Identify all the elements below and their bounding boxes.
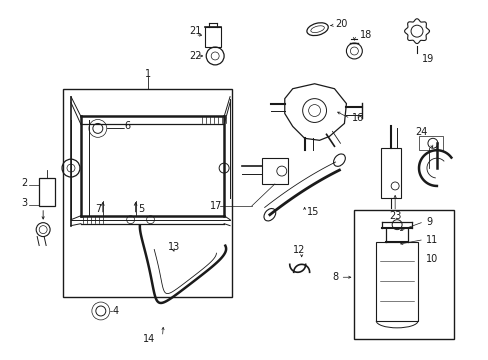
Text: 16: 16 bbox=[352, 113, 364, 123]
Bar bbox=[205, 27, 221, 47]
Bar bbox=[262, 158, 287, 184]
Text: 5: 5 bbox=[138, 204, 144, 214]
Text: 9: 9 bbox=[425, 217, 431, 227]
Text: 20: 20 bbox=[335, 19, 347, 29]
Text: 21: 21 bbox=[189, 26, 201, 36]
Bar bbox=[63, 89, 232, 297]
Text: 24: 24 bbox=[414, 127, 427, 138]
Text: 12: 12 bbox=[292, 246, 305, 256]
Text: 15: 15 bbox=[306, 207, 318, 217]
Text: 8: 8 bbox=[332, 272, 338, 282]
Text: 2: 2 bbox=[21, 178, 27, 188]
Bar bbox=[375, 242, 417, 321]
Text: 13: 13 bbox=[168, 243, 180, 252]
Text: 19: 19 bbox=[421, 54, 433, 64]
Text: 22: 22 bbox=[189, 51, 202, 61]
Text: 1: 1 bbox=[144, 69, 150, 79]
Text: 6: 6 bbox=[124, 121, 131, 131]
Text: 3: 3 bbox=[21, 198, 27, 208]
Text: 14: 14 bbox=[142, 334, 155, 344]
Bar bbox=[39, 178, 55, 206]
Bar bbox=[354, 210, 453, 339]
Text: 10: 10 bbox=[425, 255, 437, 264]
Text: 17: 17 bbox=[210, 201, 222, 211]
Text: 23: 23 bbox=[388, 211, 401, 221]
Ellipse shape bbox=[333, 154, 345, 166]
Bar bbox=[418, 136, 442, 150]
Text: 4: 4 bbox=[113, 306, 119, 316]
Text: 18: 18 bbox=[360, 30, 372, 40]
Text: 11: 11 bbox=[425, 234, 437, 244]
Text: 7: 7 bbox=[95, 204, 101, 214]
Bar bbox=[381, 148, 400, 198]
Ellipse shape bbox=[264, 208, 275, 221]
